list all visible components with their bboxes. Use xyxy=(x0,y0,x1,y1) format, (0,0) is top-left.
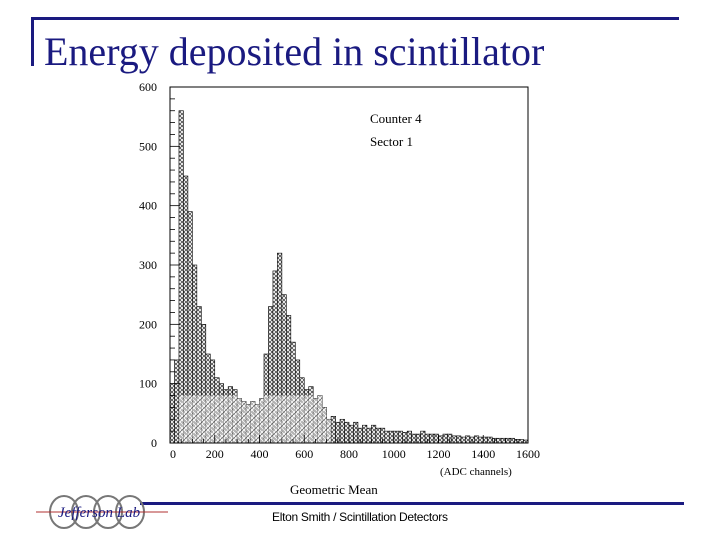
frame-bottom-border xyxy=(140,502,684,505)
x-tick-label: 400 xyxy=(251,447,269,461)
histogram-bar xyxy=(465,435,471,444)
y-tick-label: 500 xyxy=(139,139,157,153)
y-tick-label: 600 xyxy=(139,80,157,94)
y-tick-label: 300 xyxy=(139,258,157,272)
histogram-bar xyxy=(415,433,421,444)
histogram-bar xyxy=(509,437,515,444)
histogram-bar xyxy=(500,437,506,444)
histogram-bar xyxy=(451,435,457,444)
frame-left-border xyxy=(31,18,34,66)
x-axis: 0 200 400 600 800 1000 1200 1400 1600 xyxy=(169,435,540,461)
histogram-bar xyxy=(487,436,493,444)
logo-text: Jefferson Lab xyxy=(58,505,141,521)
y-tick-label: 100 xyxy=(139,377,157,391)
histogram-bar xyxy=(460,436,466,444)
histogram-bar xyxy=(438,435,444,444)
y-axis: 0 100 200 300 400 500 600 xyxy=(139,80,180,450)
histogram-bar xyxy=(433,433,439,444)
annotation-sector: Sector 1 xyxy=(370,134,413,149)
histogram-bar xyxy=(473,435,480,444)
x-tick-label: 0 xyxy=(170,447,176,461)
x-tick-label: 1600 xyxy=(516,447,540,461)
histogram-bar xyxy=(518,439,524,444)
histogram-bar xyxy=(496,437,502,444)
histogram-tail-shading xyxy=(178,395,332,443)
annotation-counter: Counter 4 xyxy=(370,111,422,126)
histogram-bar xyxy=(478,436,484,444)
x-tick-label: 200 xyxy=(206,447,224,461)
histogram-bar xyxy=(442,433,448,444)
histogram-bar xyxy=(339,418,345,444)
histogram-bar xyxy=(482,436,489,444)
footer-credit: Elton Smith / Scintillation Detectors xyxy=(272,510,448,524)
histogram-bar xyxy=(420,430,426,444)
histogram-bar xyxy=(375,427,381,444)
x-tick-label: 1200 xyxy=(427,447,451,461)
histogram-bar xyxy=(348,424,354,444)
histogram-bar xyxy=(174,359,180,444)
histogram-bar xyxy=(397,430,404,444)
jefferson-lab-logo: Jefferson Lab xyxy=(36,495,168,529)
frame-top-border xyxy=(31,17,679,20)
x-tick-label: 1000 xyxy=(382,447,406,461)
y-tick-label: 400 xyxy=(139,199,157,213)
x-tick-label: 600 xyxy=(295,447,313,461)
histogram-bar xyxy=(330,415,336,444)
histogram-bar xyxy=(362,424,368,444)
y-tick-label: 0 xyxy=(151,436,157,450)
histogram-bar xyxy=(429,433,435,444)
histogram-bar xyxy=(353,421,359,444)
histogram-bars xyxy=(169,110,529,444)
x-tick-label: 1400 xyxy=(471,447,495,461)
histogram-bar xyxy=(406,430,412,444)
histogram-bar xyxy=(366,427,372,444)
y-tick-label: 200 xyxy=(139,317,157,331)
x-axis-label: Geometric Mean xyxy=(290,482,378,497)
histogram-bar xyxy=(505,437,511,444)
histogram-bar xyxy=(411,433,417,444)
histogram-bar xyxy=(393,430,399,444)
histogram-bar xyxy=(456,435,462,444)
histogram-bar xyxy=(388,430,395,444)
page-title: Energy deposited in scintillator xyxy=(44,29,545,74)
histogram-bar xyxy=(371,424,377,444)
x-axis-units: (ADC channels) xyxy=(440,466,512,478)
histogram-bar xyxy=(178,110,184,444)
histogram-bar xyxy=(169,383,175,444)
x-tick-label: 800 xyxy=(340,447,358,461)
histogram-bar xyxy=(384,430,390,444)
histogram-bar xyxy=(344,421,350,444)
